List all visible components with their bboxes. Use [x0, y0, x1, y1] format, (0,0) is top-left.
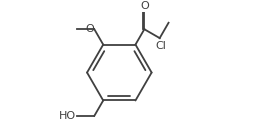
Text: Cl: Cl [155, 41, 166, 51]
Text: O: O [140, 1, 149, 10]
Text: HO: HO [59, 111, 76, 121]
Text: O: O [85, 24, 94, 34]
